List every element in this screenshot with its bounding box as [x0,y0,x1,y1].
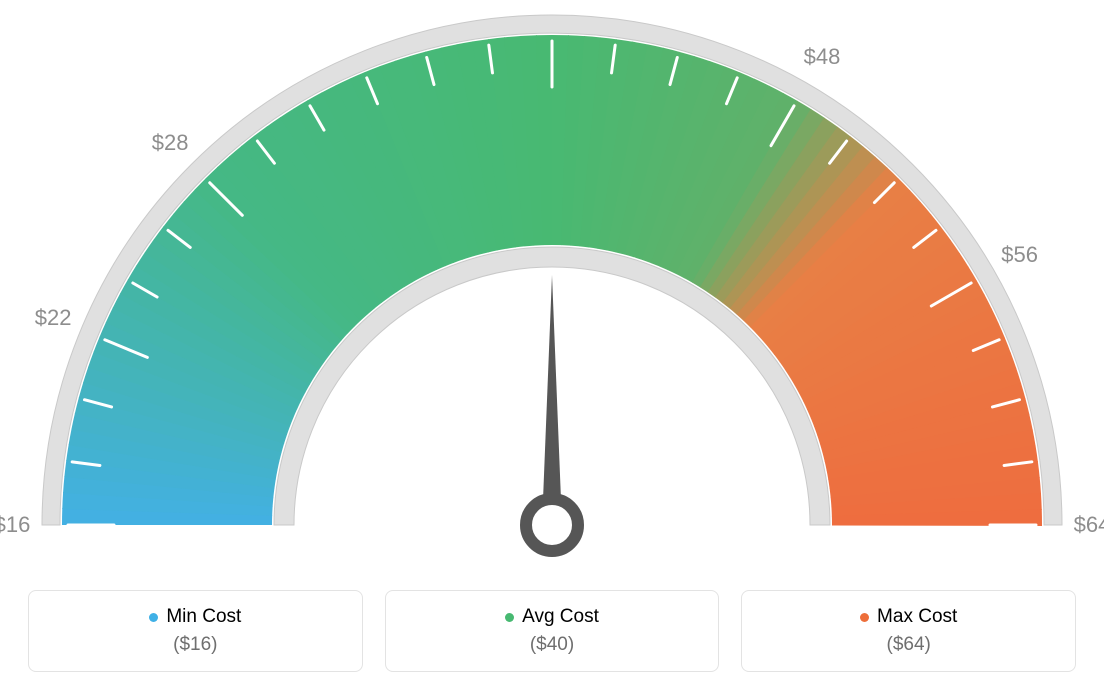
legend-value-avg: ($40) [530,634,574,656]
legend-card-max: Max Cost ($64) [741,590,1076,672]
gauge-tick-label: $56 [1001,242,1038,268]
cost-gauge: $16$22$28$40$48$56$64 [0,0,1104,560]
legend-dot-avg [505,613,514,622]
gauge-tick-label: $28 [152,130,189,156]
legend-label-avg: Avg Cost [522,606,599,628]
legend-card-min: Min Cost ($16) [28,590,363,672]
legend-label-min: Min Cost [166,606,241,628]
legend-dot-max [860,613,869,622]
legend-row: Min Cost ($16) Avg Cost ($40) Max Cost (… [0,590,1104,690]
legend-dot-min [149,613,158,622]
legend-value-min: ($16) [173,634,217,656]
gauge-tick-label: $16 [0,512,30,538]
gauge-tick-label: $22 [35,305,72,331]
gauge-tick-label: $48 [804,44,841,70]
legend-card-avg: Avg Cost ($40) [385,590,720,672]
legend-value-max: ($64) [887,634,931,656]
legend-label-max: Max Cost [877,606,957,628]
gauge-tick-label: $64 [1074,512,1104,538]
